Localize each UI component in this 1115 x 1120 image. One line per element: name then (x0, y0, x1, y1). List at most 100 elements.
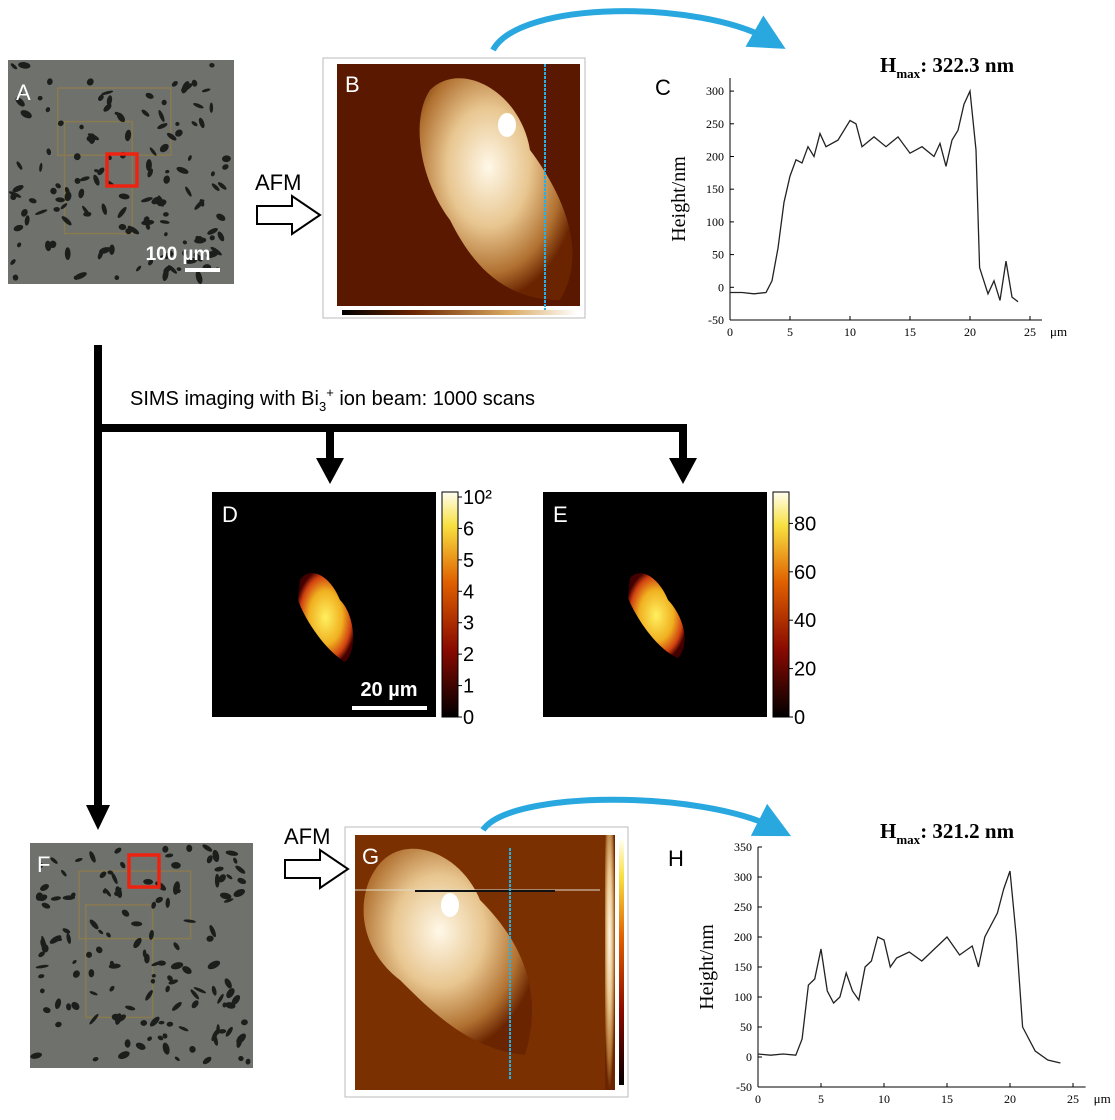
cell (61, 216, 72, 226)
cell (217, 993, 224, 1004)
cell (38, 974, 45, 979)
y-tick-label: 50 (712, 248, 724, 262)
cell (166, 132, 177, 141)
cell (176, 166, 189, 174)
sims-cell (298, 572, 354, 662)
cell (219, 892, 232, 900)
cell (209, 925, 216, 938)
cell (97, 94, 104, 101)
panel-letter: C (655, 75, 671, 100)
cell (211, 1029, 219, 1042)
title-sub: max (896, 66, 920, 81)
cell (197, 236, 203, 243)
x-tick-label: 15 (904, 325, 916, 339)
colorbar-label: 0 (463, 707, 474, 729)
afm-cell (363, 848, 533, 1055)
cell (241, 1019, 248, 1026)
cell (49, 240, 57, 248)
colorbar-label: 4 (463, 581, 474, 603)
cell (207, 228, 218, 235)
cell (145, 990, 153, 1001)
cell (184, 257, 198, 264)
chart-title: Hmax: 321.2 nm (880, 819, 1015, 847)
cell (83, 211, 92, 217)
cell (86, 951, 93, 958)
y-tick-label: 300 (734, 870, 752, 884)
panel-letter: A (16, 80, 31, 105)
sims-cell (628, 573, 685, 658)
cell (57, 120, 64, 127)
cell (145, 159, 152, 172)
colorbar (772, 491, 790, 718)
cell (158, 1020, 165, 1025)
cell (124, 129, 132, 142)
cell (143, 879, 154, 885)
colorbar-label: 2 (463, 644, 474, 666)
cell (210, 171, 215, 177)
y-tick-label: 250 (734, 900, 752, 914)
cell (94, 169, 100, 173)
cell (74, 857, 83, 862)
cell (133, 937, 142, 949)
cell (45, 107, 51, 113)
scale-label: 100 µm (146, 244, 211, 265)
cell (198, 117, 205, 129)
cell (176, 267, 182, 271)
cell (140, 1020, 148, 1026)
colorbar-label: 6 (463, 518, 474, 540)
cell (236, 1036, 243, 1048)
arrow-label: AFM (255, 170, 301, 195)
cell (86, 78, 94, 86)
cell (12, 184, 24, 193)
cell (24, 215, 30, 226)
cell (194, 199, 205, 210)
cell (60, 869, 67, 877)
cell (43, 1007, 51, 1014)
cell (202, 1056, 212, 1065)
cell (165, 985, 170, 993)
y-tick-label: 100 (734, 990, 752, 1004)
cell (162, 845, 169, 853)
cell (182, 249, 188, 256)
panel-letter: H (668, 846, 684, 871)
cell (237, 877, 247, 885)
cell (144, 953, 150, 964)
cell (235, 865, 246, 874)
cell (212, 849, 220, 863)
cell (41, 944, 49, 953)
cell (187, 155, 192, 161)
y-tick-label: -50 (708, 313, 724, 327)
afm-edge (605, 835, 615, 1090)
cell (145, 92, 154, 99)
y-tick-label: 150 (734, 960, 752, 974)
cell (209, 102, 214, 113)
cell (38, 894, 48, 902)
y-tick-label: 0 (718, 280, 724, 294)
cell (171, 80, 178, 87)
title-main: H (880, 819, 896, 843)
y-tick-label: -50 (736, 1080, 752, 1094)
cell (72, 959, 77, 964)
cell (183, 919, 196, 923)
cell (99, 247, 111, 254)
cell (66, 1003, 72, 1011)
cell (125, 1005, 136, 1011)
flow-arrowhead (316, 458, 344, 484)
cell (165, 853, 174, 858)
cell (118, 193, 130, 200)
cell (108, 963, 121, 969)
cell (18, 62, 31, 69)
cell (92, 1057, 99, 1062)
afm-colorbar (342, 310, 578, 315)
cell (49, 935, 62, 944)
cell (8, 191, 22, 198)
cell (135, 265, 142, 272)
microscope-image (8, 60, 234, 285)
cell (238, 1055, 244, 1062)
cell (28, 198, 37, 204)
cell (64, 247, 71, 260)
panel-letter: F (37, 852, 50, 877)
x-unit: μm (1050, 324, 1067, 339)
cell (125, 228, 132, 235)
